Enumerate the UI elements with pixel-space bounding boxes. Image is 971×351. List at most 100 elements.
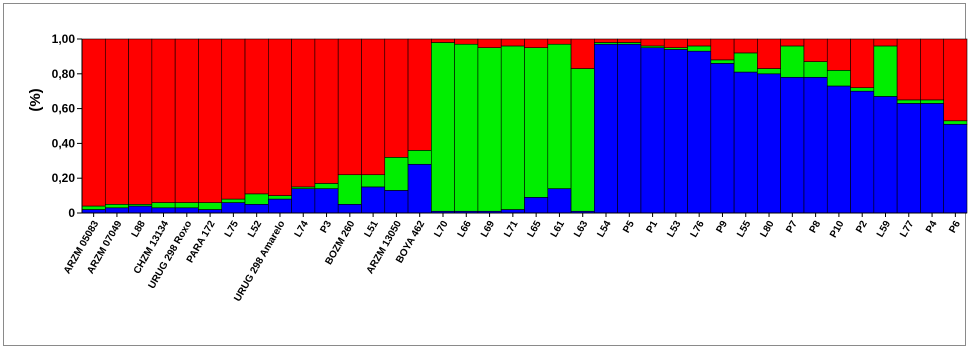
bar-segment-green: [524, 47, 549, 198]
x-tick-label: L88: [130, 219, 148, 240]
bar-segment-red: [337, 38, 362, 176]
bar-segment-red: [826, 38, 851, 71]
bar-segment-blue: [384, 190, 409, 214]
bar-segment-blue: [337, 204, 362, 214]
bar-segment-blue: [663, 49, 688, 214]
bar-segment-red: [757, 38, 781, 69]
bar-segment-blue: [617, 43, 642, 214]
bar-segment-blue: [594, 43, 618, 214]
x-tick-label: P5: [621, 219, 637, 235]
bar-segment-green: [570, 68, 595, 212]
x-tick-label: P9: [714, 219, 730, 235]
bar-segment-blue: [896, 103, 921, 214]
bar-segment-red: [780, 38, 805, 47]
bar-segment-red: [128, 38, 153, 205]
bar-segment-red: [431, 38, 455, 43]
x-tick-label: L54: [595, 219, 613, 240]
bar-segment-red: [594, 38, 618, 43]
bar-segment-green: [431, 42, 455, 212]
y-axis-label: (%): [27, 88, 44, 111]
bar-segment-blue: [920, 103, 945, 214]
bar-segment-blue: [943, 123, 968, 214]
bar-segment-blue: [803, 76, 828, 214]
bar-segment-blue: [687, 50, 712, 214]
y-tick-label: 1,00: [52, 32, 76, 46]
bar-segment-red: [640, 38, 665, 47]
bar-segment-red: [104, 38, 129, 205]
bar-segment-red: [663, 38, 688, 48]
bar-segment-blue: [500, 209, 525, 214]
bar-segment-red: [896, 38, 921, 101]
bar-segment-green: [198, 202, 223, 210]
bar-segment-red: [244, 38, 269, 195]
bar-segment-red: [850, 38, 875, 89]
bar-segment-green: [477, 47, 502, 212]
x-tick-label: L65: [526, 219, 544, 240]
x-tick-label: L80: [758, 219, 776, 240]
bar-segment-red: [361, 38, 386, 176]
x-tick-label: L69: [479, 219, 497, 240]
bar-segment-green: [500, 45, 525, 210]
x-tick-label: L61: [549, 219, 567, 240]
bar-segment-green: [803, 61, 828, 78]
bar-segment-green: [407, 150, 432, 165]
bar-segment-red: [291, 38, 316, 188]
x-tick-label: P8: [808, 219, 824, 235]
bar-segment-green: [943, 120, 968, 125]
y-tick-label: 0,80: [52, 67, 76, 81]
bar-segment-blue: [174, 207, 199, 214]
bar-segment-blue: [268, 198, 292, 214]
x-tick-label: L51: [363, 219, 381, 240]
bar-segment-green: [361, 174, 386, 188]
bar-segment-green: [244, 193, 269, 205]
bar-segment-blue: [221, 202, 246, 214]
bar-segment-red: [314, 38, 339, 184]
x-tick-label: L75: [223, 219, 241, 240]
bar-segment-green: [826, 70, 851, 87]
bar-segment-blue: [826, 85, 851, 214]
bar-segment-blue: [640, 47, 665, 214]
bar-segment-green: [384, 157, 409, 191]
bar-segment-red: [617, 38, 642, 43]
bar-segment-green: [873, 45, 898, 97]
x-tick-label: L55: [735, 219, 753, 240]
bar-segment-red: [687, 38, 712, 47]
bar-segment-blue: [128, 205, 153, 214]
x-tick-label: L76: [689, 219, 707, 240]
x-tick-label: L70: [432, 219, 450, 240]
bar-segment-blue: [314, 188, 339, 214]
x-tick-label: L53: [665, 219, 683, 240]
bar-segment-blue: [361, 186, 386, 214]
bar-segment-green: [454, 43, 479, 212]
bar-segment-red: [920, 38, 945, 101]
bar-segment-red: [174, 38, 199, 203]
bar-segment-blue: [547, 188, 572, 214]
axes-group: [81, 39, 967, 214]
bar-segment-blue: [733, 71, 758, 214]
bar-segment-green: [174, 202, 199, 209]
bar-segment-green: [710, 59, 735, 64]
bar-segment-red: [570, 38, 595, 69]
bar-segment-green: [81, 205, 106, 210]
bar-segment-blue: [710, 63, 735, 214]
bar-segment-green: [687, 45, 712, 52]
bar-segment-red: [710, 38, 735, 61]
bar-segment-red: [221, 38, 246, 200]
x-tick-label: P7: [784, 219, 800, 235]
bar-segment-green: [314, 183, 339, 189]
bar-segment-blue: [780, 76, 805, 214]
bar-segment-green: [896, 99, 921, 104]
x-tick-label: L77: [898, 219, 916, 240]
bars-group: [81, 38, 968, 214]
x-tick-label: L59: [875, 219, 893, 240]
bar-segment-red: [873, 38, 898, 47]
bar-segment-red: [198, 38, 223, 203]
bar-segment-green: [733, 52, 758, 73]
bar-segment-red: [268, 38, 292, 196]
bar-segment-blue: [524, 197, 549, 214]
bar-segment-green: [920, 99, 945, 104]
bar-segment-green: [221, 198, 246, 203]
bar-segment-green: [780, 45, 805, 78]
